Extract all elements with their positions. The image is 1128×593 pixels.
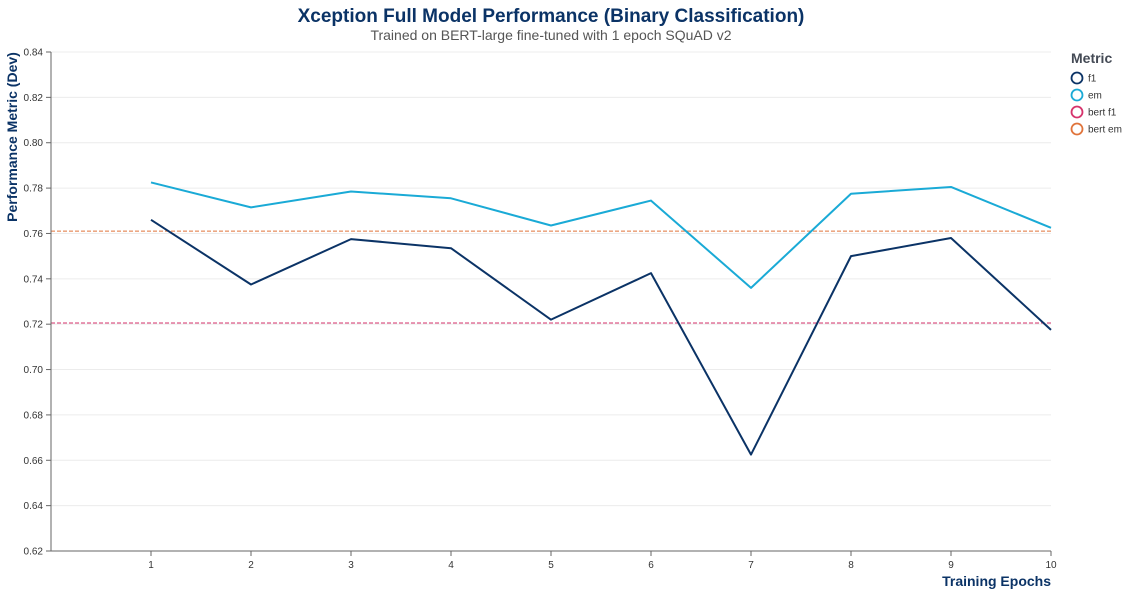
legend-marker-em [1070, 88, 1084, 102]
legend-label-f1: f1 [1088, 74, 1097, 85]
series-lines [150, 181, 1052, 456]
y-tick-label: 0.82 [24, 93, 44, 104]
y-tick-label: 0.76 [24, 229, 44, 240]
y-axis-title: Performance Metric (Dev) [4, 52, 20, 222]
y-tick-label: 0.78 [24, 184, 44, 195]
x-tick-label: 8 [848, 560, 854, 571]
x-tick-label: 6 [648, 560, 654, 571]
axes: 0.62 0.64 0.66 0.68 0.70 0.72 0.74 0.76 0.78 0.80… [24, 48, 1057, 572]
x-tick-label: 7 [748, 560, 754, 571]
y-tick-label: 0.66 [24, 456, 44, 467]
x-tick-label: 1 [148, 560, 154, 571]
x-tick-label: 9 [948, 560, 954, 571]
chart-title: Xception Full Model Performance (Binary … [298, 6, 805, 27]
x-axis-title: Training Epochs [942, 573, 1051, 589]
legend-label-em: em [1088, 91, 1102, 102]
x-tick-label: 3 [348, 560, 354, 571]
y-tick-label: 0.74 [24, 274, 44, 285]
x-tick-label: 2 [248, 560, 254, 571]
legend-title: Metric [1071, 50, 1112, 66]
y-tick-label: 0.70 [24, 365, 44, 376]
x-tick-label: 4 [448, 560, 454, 571]
legend-marker-f1 [1070, 71, 1084, 85]
y-tick-label: 0.84 [24, 48, 44, 59]
x-tick-label: 10 [1045, 560, 1057, 571]
y-tick-label: 0.72 [24, 320, 44, 331]
y-tick-label: 0.80 [24, 138, 44, 149]
x-tick-label: 5 [548, 560, 554, 571]
legend-marker-bert-em [1070, 122, 1084, 136]
legend-label-bert-f1: bert f1 [1088, 108, 1117, 119]
legend-marker-bert-f1 [1070, 105, 1084, 119]
legend-label-bert-em: bert em [1088, 125, 1122, 136]
y-tick-label: 0.68 [24, 410, 44, 421]
series-line-f1 [150, 219, 1052, 456]
chart-subtitle: Trained on BERT-large fine-tuned with 1 … [370, 27, 731, 43]
y-tick-label: 0.64 [24, 501, 44, 512]
legend: Metric f1 em bert f1 bert em [1070, 50, 1122, 136]
y-tick-label: 0.62 [24, 547, 44, 558]
reference-lines [51, 230, 1051, 324]
series-line-em [150, 181, 1052, 289]
grid-lines [51, 51, 1051, 507]
